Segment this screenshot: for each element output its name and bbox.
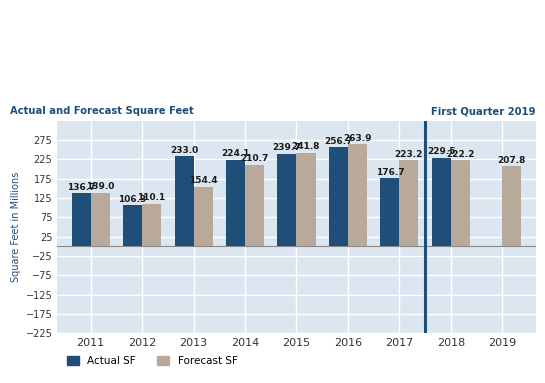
Text: 210.7: 210.7 xyxy=(240,154,269,164)
Legend: Actual SF, Forecast SF: Actual SF, Forecast SF xyxy=(63,352,242,370)
Bar xyxy=(245,165,264,246)
Bar xyxy=(451,160,470,246)
Y-axis label: Square Feet in Millions: Square Feet in Millions xyxy=(11,172,21,282)
Text: First Quarter 2019: First Quarter 2019 xyxy=(431,106,535,116)
Text: The NAIOP Industrial Space Demand Forecast: The NAIOP Industrial Space Demand Foreca… xyxy=(10,32,437,50)
Text: 222.2: 222.2 xyxy=(446,150,475,159)
Text: 263.9: 263.9 xyxy=(343,134,372,143)
Text: 229.5: 229.5 xyxy=(427,147,456,156)
Bar xyxy=(432,157,451,246)
Text: 223.2: 223.2 xyxy=(395,150,423,159)
Text: U.S. Markets, Annual Net Absorption: U.S. Markets, Annual Net Absorption xyxy=(10,72,354,90)
Bar xyxy=(502,166,522,246)
Bar xyxy=(380,178,399,246)
Text: 224.1: 224.1 xyxy=(221,149,250,158)
Text: 239.7: 239.7 xyxy=(272,143,301,152)
Text: 241.8: 241.8 xyxy=(292,142,320,151)
Text: 139.0: 139.0 xyxy=(86,182,114,191)
Bar xyxy=(90,193,110,246)
Bar xyxy=(71,193,90,246)
Bar xyxy=(277,154,296,246)
Bar xyxy=(348,144,367,246)
Text: 154.4: 154.4 xyxy=(189,176,217,185)
Text: 136.7: 136.7 xyxy=(67,183,95,192)
Text: TABLE 2: TABLE 2 xyxy=(10,8,51,18)
Text: 176.7: 176.7 xyxy=(376,168,404,177)
Text: 106.3: 106.3 xyxy=(118,195,147,204)
Bar xyxy=(123,205,142,246)
Text: 233.0: 233.0 xyxy=(170,146,198,155)
Bar xyxy=(193,187,213,246)
Bar xyxy=(142,204,161,246)
Bar xyxy=(329,147,348,246)
Text: 110.1: 110.1 xyxy=(137,193,166,202)
Bar xyxy=(399,160,419,246)
Text: 256.7: 256.7 xyxy=(324,137,353,146)
Text: 207.8: 207.8 xyxy=(498,155,526,165)
Bar xyxy=(296,153,316,246)
Bar xyxy=(174,156,193,246)
Bar xyxy=(226,160,245,246)
Text: Actual and Forecast Square Feet: Actual and Forecast Square Feet xyxy=(10,106,193,116)
